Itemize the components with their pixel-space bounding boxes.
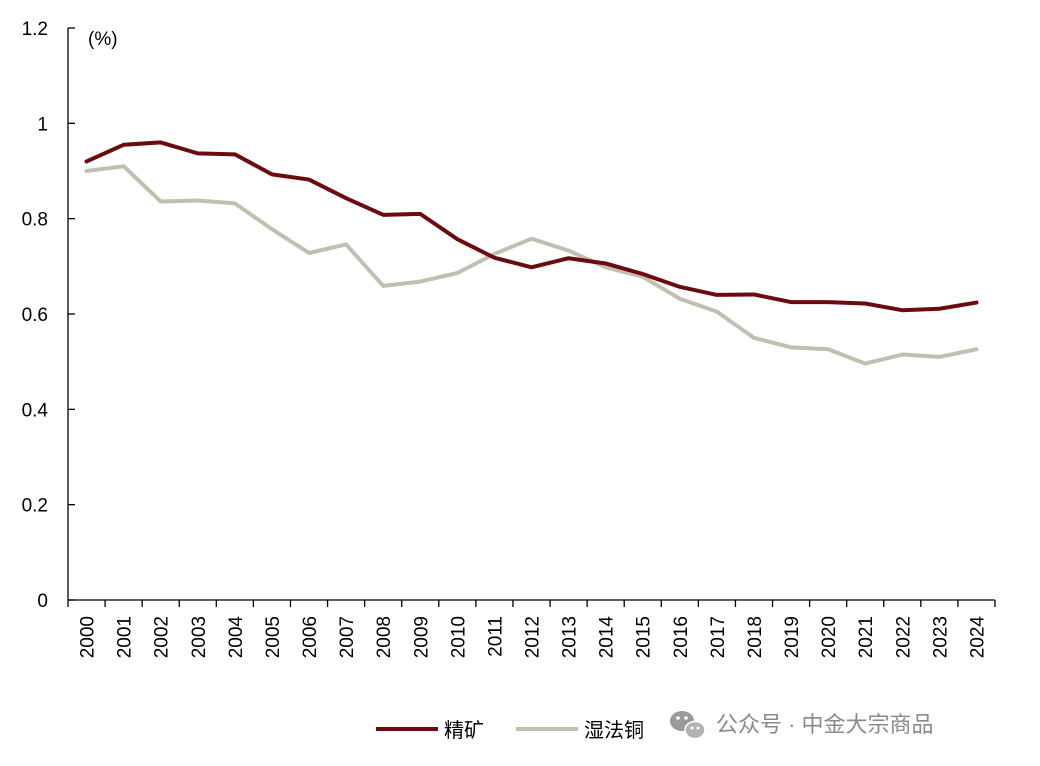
- y-tick-label: 0.8: [22, 210, 48, 231]
- wechat-icon: [670, 711, 706, 740]
- x-tick-label: 2013: [560, 616, 581, 658]
- series-layer: [84, 140, 979, 366]
- x-tick-label: 2018: [745, 616, 766, 658]
- x-tick-label: 2021: [856, 616, 877, 658]
- x-tick-label: 2009: [411, 616, 432, 658]
- x-tick-label: 2019: [782, 616, 803, 658]
- x-axis: 2000 2001 2002 2003 2004 2005 2006 2007 2008 2009…: [67, 599, 996, 659]
- x-tick-label: 2020: [819, 616, 840, 658]
- x-tick-label: 2012: [523, 616, 544, 658]
- x-tick-label: 2008: [374, 616, 395, 658]
- y-tick-label: 0: [37, 591, 48, 612]
- x-tick-label: 2006: [300, 616, 321, 658]
- x-tick-label: 2024: [967, 616, 988, 659]
- legend: 精矿 湿法铜: [376, 719, 644, 742]
- x-tick-label: 2004: [226, 616, 247, 659]
- series-line-concentrate: [84, 140, 979, 313]
- y-unit-label: (%): [88, 29, 118, 50]
- x-tick-label: 2015: [634, 616, 655, 658]
- y-axis: 0 0.2 0.4 0.6 0.8 1 1.2: [22, 19, 75, 612]
- watermark-text: 公众号 · 中金大宗商品: [716, 712, 934, 737]
- y-tick-label: 0.4: [22, 400, 49, 421]
- y-tick-label: 1.2: [22, 19, 48, 40]
- x-tick-label: 2002: [152, 616, 173, 658]
- y-tick-label: 1: [37, 114, 48, 135]
- x-tick-label: 2023: [930, 616, 951, 658]
- x-tick-label: 2001: [115, 616, 136, 658]
- x-tick-label: 2022: [893, 616, 914, 658]
- watermark: 公众号 · 中金大宗商品: [670, 711, 934, 740]
- legend-label-sxew-copper: 湿法铜: [584, 719, 644, 742]
- legend-item-sxew-copper: 湿法铜: [516, 719, 644, 742]
- x-tick-label: 2017: [708, 616, 729, 658]
- x-tick-label: 2016: [671, 616, 692, 658]
- x-tick-label: 2007: [337, 616, 358, 658]
- y-tick-label: 0.2: [22, 496, 48, 517]
- legend-item-concentrate: 精矿: [376, 719, 484, 742]
- x-tick-label: 2010: [448, 616, 469, 658]
- x-tick-label: 2014: [597, 616, 618, 659]
- x-tick-label: 2003: [189, 616, 210, 658]
- series-line-sxew-copper: [84, 164, 979, 366]
- x-tick-label: 2005: [263, 616, 284, 658]
- x-tick-label: 2011: [485, 616, 506, 657]
- legend-label-concentrate: 精矿: [444, 719, 484, 742]
- y-tick-label: 0.6: [22, 305, 48, 326]
- x-tick-label: 2000: [78, 616, 99, 658]
